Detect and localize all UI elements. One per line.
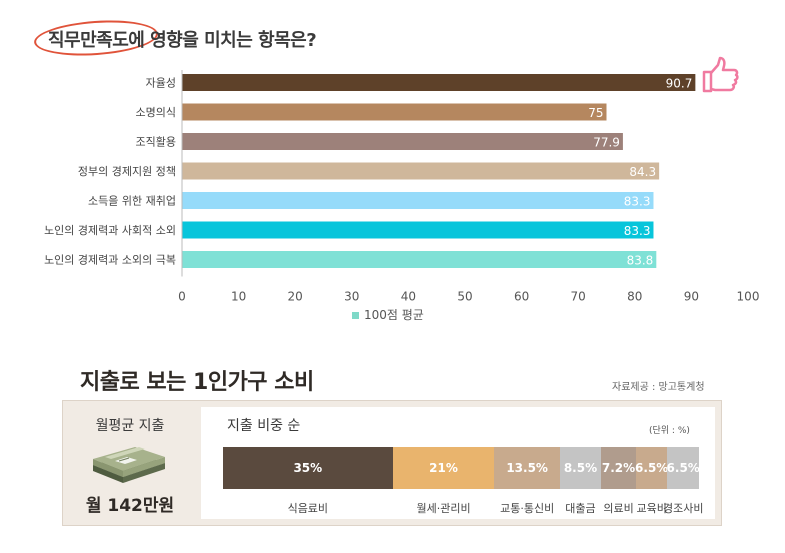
bar: [182, 103, 607, 121]
spending-ratio-title: 지출 비중 순: [227, 418, 301, 434]
legend-label: 100점 평균: [364, 308, 424, 322]
bar: [182, 162, 660, 180]
bar: [182, 251, 657, 268]
thumbs-up-icon: [700, 55, 742, 99]
monthly-spending-label: 월평균 지출: [95, 418, 165, 434]
bar: [182, 221, 654, 239]
chart-legend: 100점 평균: [352, 306, 424, 323]
spending-ratio-panel: 지출 비중 순 (단위 : %) 35% 21% 13.5% 8.5% 7.2% 6.5%…: [201, 407, 715, 519]
spending-segment: 8.5%: [559, 447, 602, 489]
spending-category-label: 의료비: [603, 502, 634, 515]
section-title: 지출로 보는 1인가구 소비: [80, 370, 314, 395]
value-label: 84.3: [629, 165, 656, 179]
spending-category-label: 교통·통신비: [500, 502, 555, 515]
value-label: 75: [588, 106, 603, 120]
value-label: 83.3: [624, 195, 651, 209]
spending-category-label: 교육비: [636, 502, 667, 515]
value-label: 77.9: [593, 136, 620, 150]
spending-segment: 21%: [392, 447, 495, 489]
x-tick-label: 20: [288, 290, 303, 304]
x-tick-label: 30: [344, 290, 359, 304]
value-label: 90.7: [666, 77, 693, 91]
x-tick-label: 60: [514, 290, 529, 304]
x-tick-label: 70: [571, 290, 586, 304]
spending-segment: 7.2%: [601, 447, 636, 489]
value-label: 83.8: [627, 254, 654, 268]
spending-segment: 6.5%: [635, 447, 668, 489]
category-label: 소명의식: [136, 106, 176, 119]
category-label: 소득을 위한 재취업: [88, 195, 176, 208]
category-label: 조직활용: [136, 135, 176, 149]
value-label: 83.3: [624, 224, 651, 238]
spending-stacked-bar: 35% 21% 13.5% 8.5% 7.2% 6.5% 6.5%: [223, 447, 700, 489]
category-label: 자율성: [146, 77, 176, 90]
spending-category-label: 대출금: [565, 502, 596, 515]
bar: [182, 192, 654, 209]
x-tick-label: 0: [178, 290, 186, 304]
job-satisfaction-bar-chart: 자율성 90.7 소명의식 75 조직활용 77.9 정부의 경제지원 정책 84.3 소득을 …: [44, 70, 760, 304]
x-tick-label: 10: [231, 290, 246, 304]
x-tick-label: 100: [737, 290, 760, 304]
x-tick-label: 40: [401, 290, 416, 304]
chart-title: 직무만족도에 영향을 미치는 항목은?: [48, 30, 317, 51]
spending-segment: 13.5%: [494, 447, 560, 489]
spending-category-label: 경조사비: [662, 502, 704, 515]
category-label: 노인의 경제력과 사회적 소외: [44, 224, 176, 237]
spending-category-label: 식음료비: [287, 502, 329, 515]
unit-note: (단위 : %): [649, 426, 690, 436]
x-tick-label: 90: [684, 290, 699, 304]
spending-panel: 월평균 지출 월 142만원 지출 비중 순 (단위 : %) 35% 21% 13…: [62, 400, 722, 526]
spending-category-label: 월세·관리비: [416, 502, 471, 515]
x-tick-label: 80: [627, 290, 642, 304]
x-tick-label: 50: [457, 290, 472, 304]
category-label: 정부의 경제지원 정책: [78, 165, 176, 178]
source-note: 자료제공 : 망고통계청: [612, 382, 705, 393]
legend-swatch: [352, 312, 359, 319]
spending-segment: 6.5%: [667, 447, 700, 489]
monthly-spending-panel: 월평균 지출 월 142만원: [63, 401, 197, 525]
spending-segment: 35%: [223, 447, 393, 489]
money-stack-icon: [89, 439, 169, 489]
bar: [182, 74, 696, 91]
category-label: 노인의 경제력과 소외의 극복: [44, 254, 176, 267]
monthly-spending-value: 월 142만원: [85, 496, 175, 516]
bar: [182, 133, 623, 150]
